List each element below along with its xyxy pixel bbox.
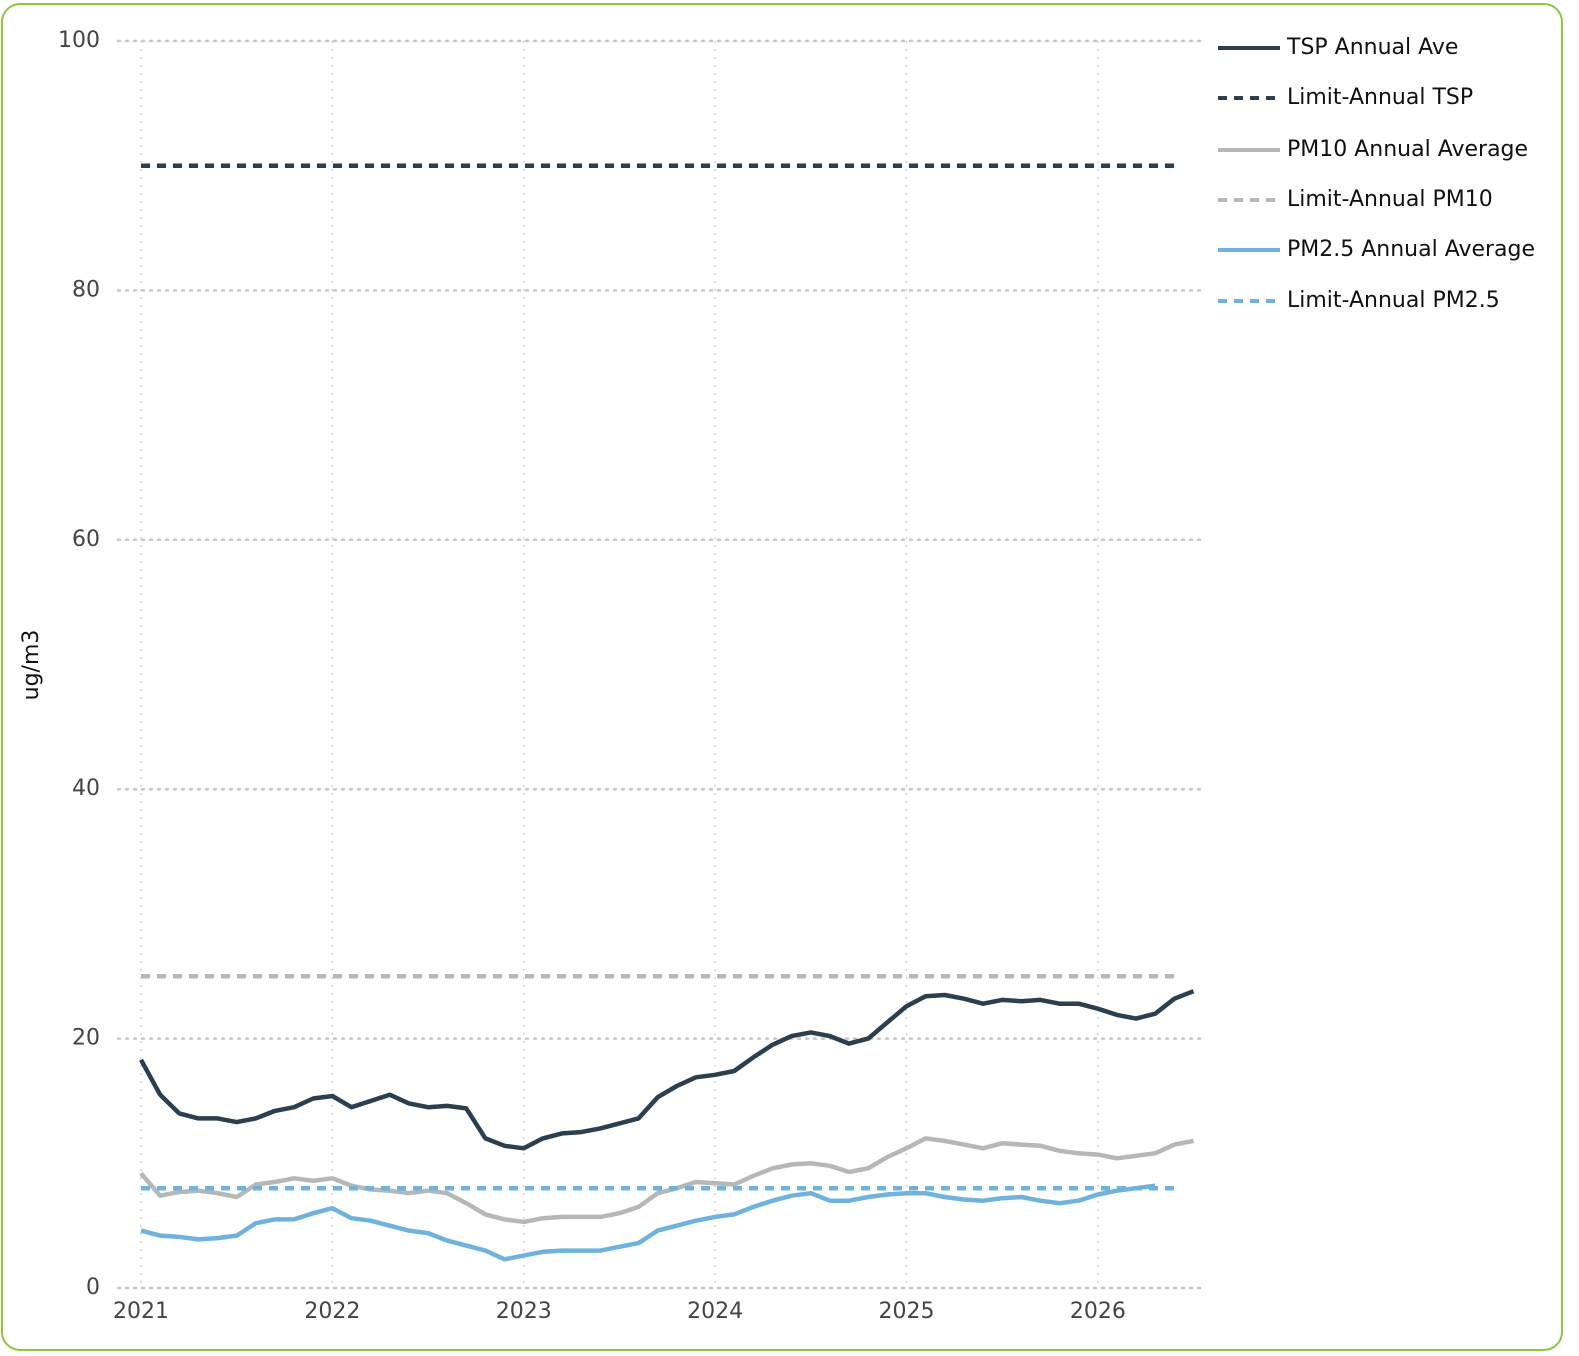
x-tick-label: 2023: [496, 1299, 552, 1324]
frame: [1, 3, 1563, 1351]
x-tick-label: 2022: [304, 1299, 360, 1324]
legend-label: Limit-Annual TSP: [1287, 85, 1473, 110]
x-tick-label: 2021: [113, 1299, 169, 1324]
y-tick-label: 60: [72, 527, 100, 552]
x-tick-label: 2025: [878, 1299, 934, 1324]
y-tick-label: 20: [72, 1026, 100, 1051]
legend-label: PM10 Annual Average: [1287, 137, 1528, 162]
x-tick-label: 2024: [687, 1299, 743, 1324]
y-tick-label: 80: [72, 277, 100, 302]
y-tick-label: 100: [58, 28, 100, 53]
y-tick-label: 0: [86, 1275, 100, 1300]
legend-label: Limit-Annual PM10: [1287, 187, 1493, 212]
legend-label: Limit-Annual PM2.5: [1287, 288, 1500, 313]
y-axis-label: ug/m3: [19, 630, 44, 701]
series-line: [139, 989, 1195, 1151]
legend-label: PM2.5 Annual Average: [1287, 237, 1535, 262]
legend-label: TSP Annual Ave: [1286, 35, 1458, 60]
series-line: [140, 1183, 1156, 1262]
y-tick-label: 40: [72, 776, 100, 801]
series-line: [139, 1136, 1194, 1225]
x-tick-label: 2026: [1070, 1299, 1126, 1324]
